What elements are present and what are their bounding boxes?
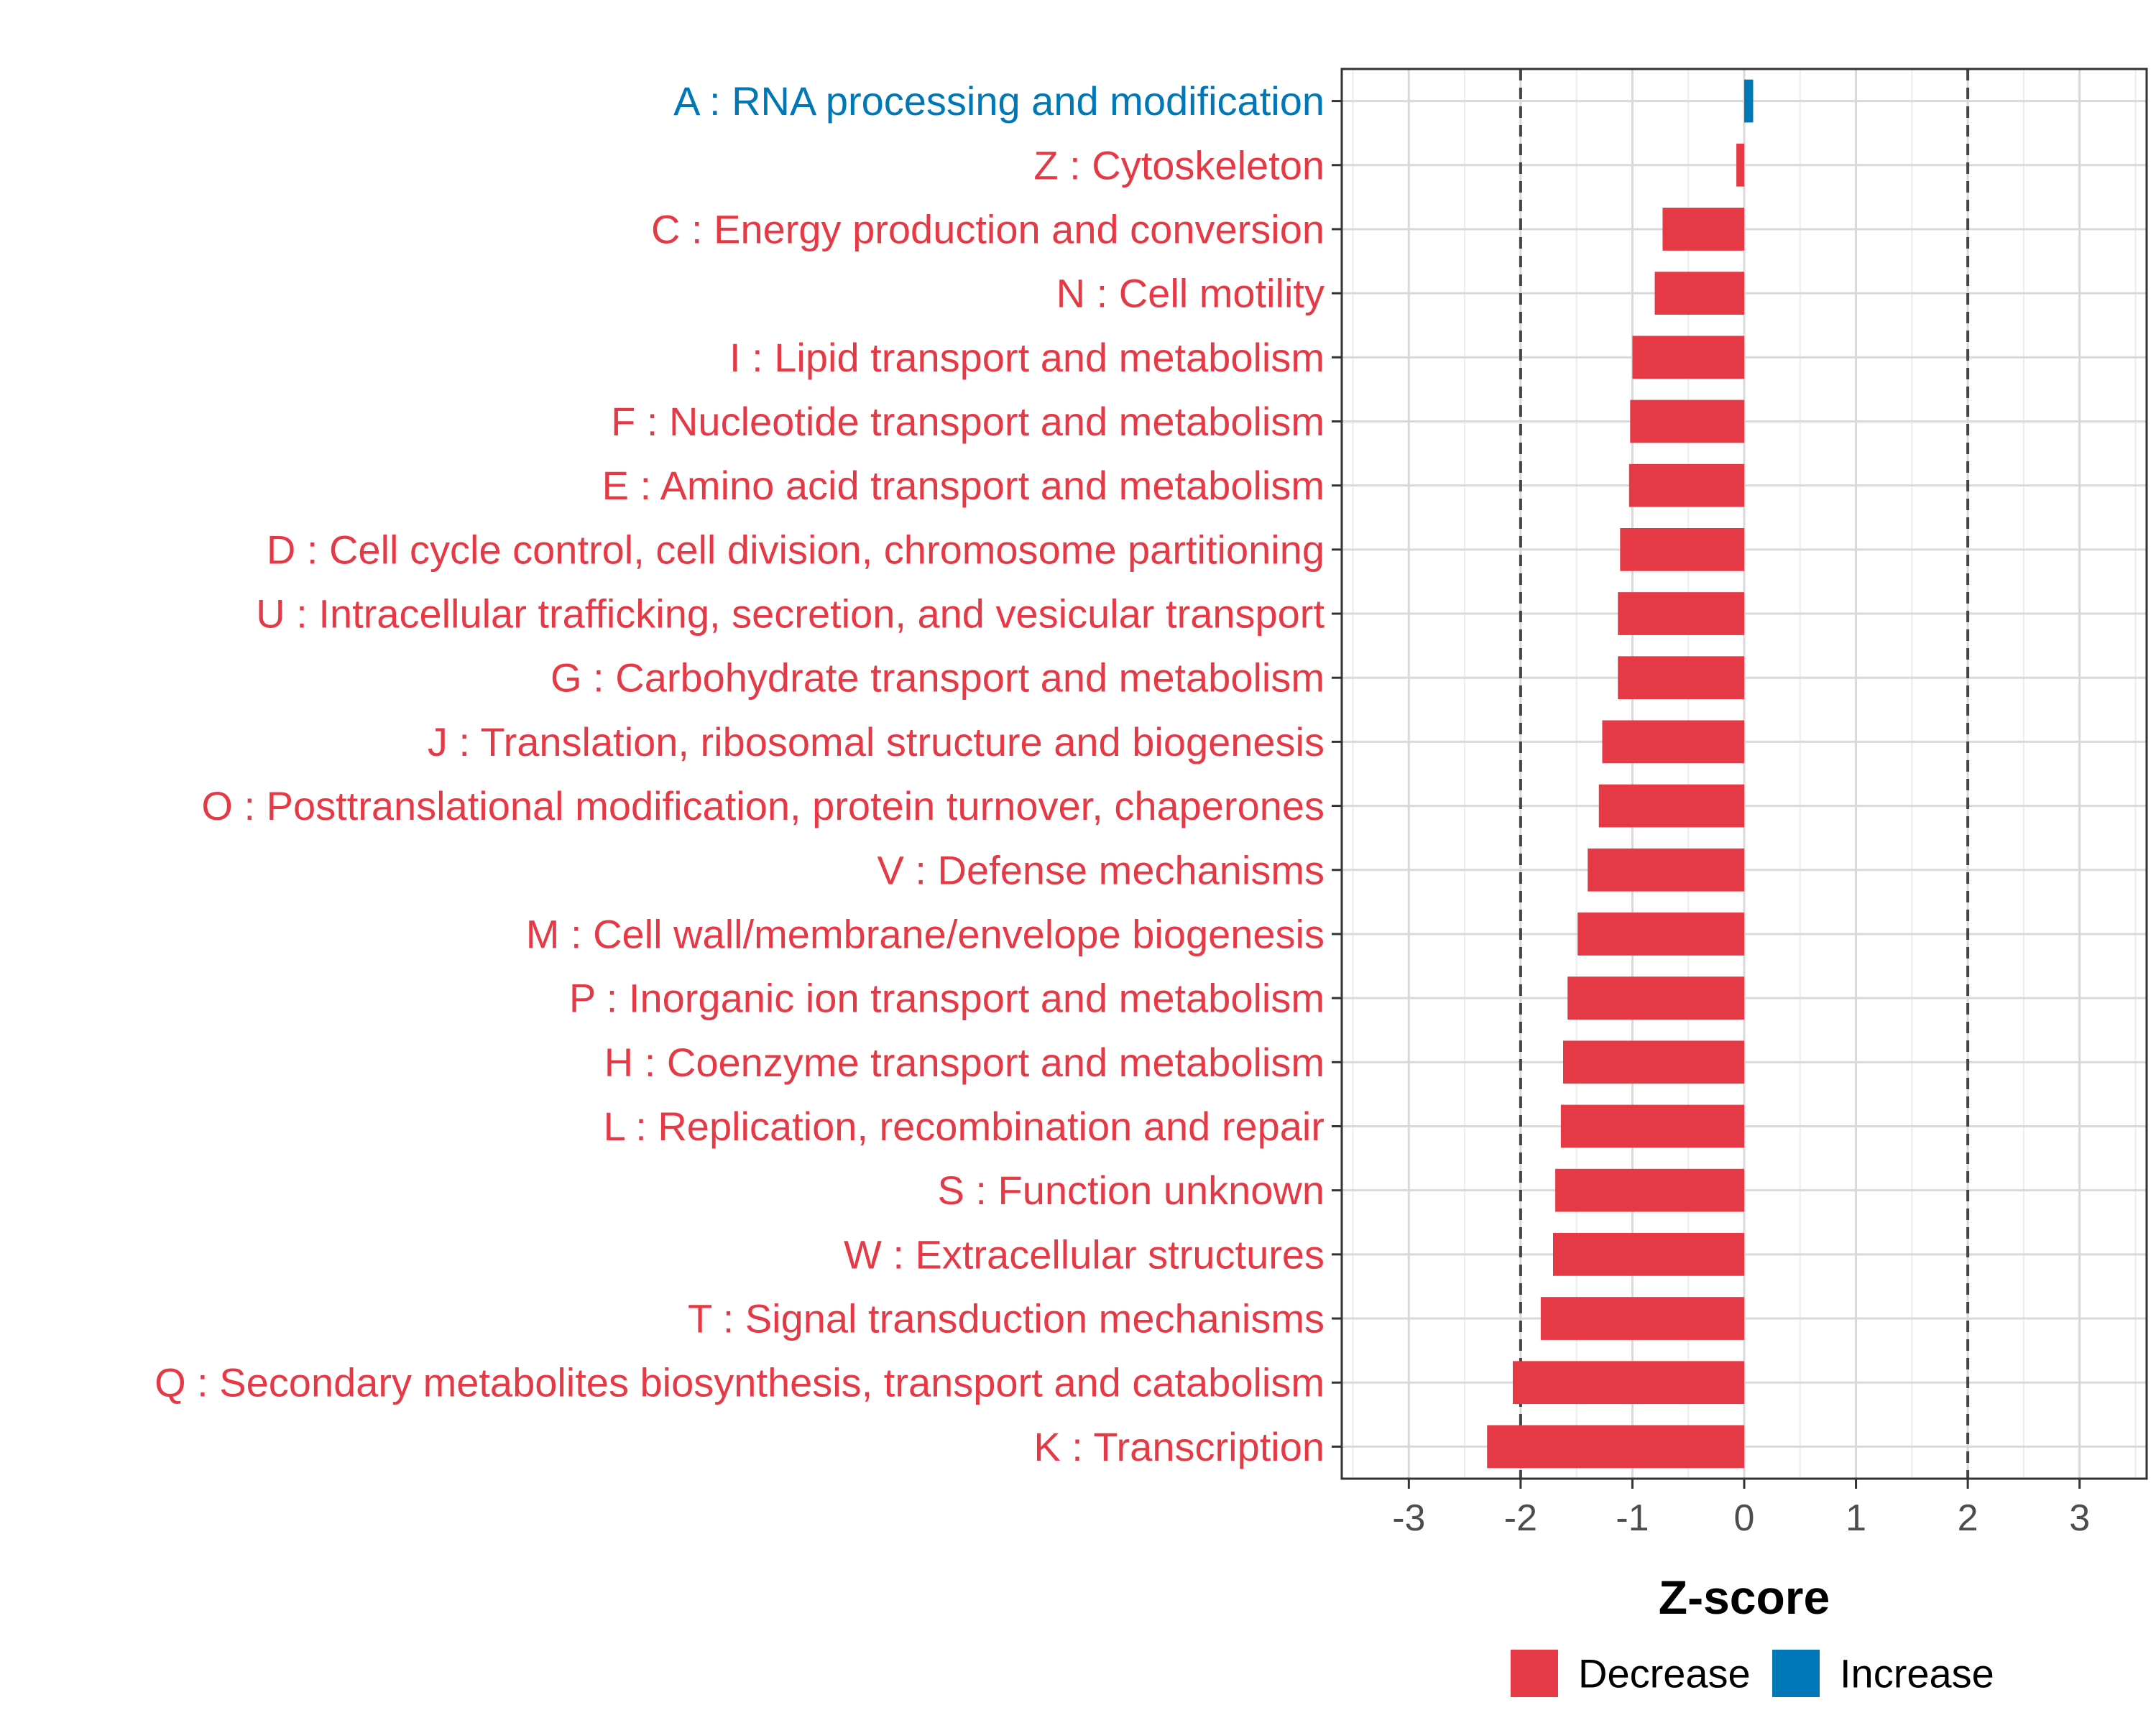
bar: [1744, 79, 1754, 123]
x-tick-label: 1: [1846, 1497, 1866, 1539]
legend-label: Decrease: [1578, 1651, 1751, 1696]
legend-key: [1511, 1650, 1558, 1697]
category-label: M : Cell wall/membrane/envelope biogenes…: [526, 911, 1325, 956]
category-label: S : Function unknown: [937, 1168, 1325, 1213]
bar: [1540, 1297, 1744, 1340]
category-label: G : Carbohydrate transport and metabolis…: [550, 655, 1325, 701]
category-label: L : Replication, recombination and repai…: [604, 1104, 1325, 1149]
bar: [1560, 1104, 1744, 1148]
category-label: F : Nucleotide transport and metabolism: [611, 399, 1325, 444]
category-label: V : Defense mechanisms: [877, 847, 1325, 892]
bar: [1487, 1425, 1744, 1469]
bar: [1632, 336, 1744, 379]
legend-label: Increase: [1840, 1651, 1994, 1696]
bar: [1553, 1232, 1744, 1276]
x-tick-label: -3: [1392, 1497, 1425, 1539]
x-tick-label: -2: [1504, 1497, 1537, 1539]
bar: [1577, 912, 1744, 956]
category-label: K : Transcription: [1033, 1424, 1325, 1469]
category-label: P : Inorganic ion transport and metaboli…: [569, 976, 1325, 1021]
x-axis-title: Z-score: [1659, 1571, 1830, 1624]
category-label: T : Signal transduction mechanisms: [688, 1296, 1325, 1341]
bar: [1513, 1361, 1744, 1405]
bars: [1487, 79, 1754, 1469]
bar: [1662, 208, 1744, 251]
bar: [1598, 784, 1744, 828]
x-tick-label: 0: [1734, 1497, 1755, 1539]
x-tick-label: 2: [1958, 1497, 1978, 1539]
category-label: U : Intracellular trafficking, secretion…: [256, 591, 1325, 637]
bar: [1563, 1040, 1744, 1084]
category-label: D : Cell cycle control, cell division, c…: [267, 527, 1325, 572]
bar: [1588, 848, 1744, 892]
bar: [1620, 527, 1744, 571]
legend-key: [1772, 1650, 1820, 1697]
category-label: O : Posttranslational modification, prot…: [201, 783, 1325, 828]
x-tick-label: 3: [2069, 1497, 2090, 1539]
category-label: N : Cell motility: [1056, 271, 1325, 316]
bar: [1628, 463, 1744, 507]
legend: Decrease Increase: [1511, 1650, 1994, 1697]
category-label: J : Translation, ribosomal structure and…: [428, 719, 1325, 764]
category-label: Q : Secondary metabolites biosynthesis, …: [155, 1360, 1325, 1405]
bar: [1618, 656, 1744, 700]
x-tick-label: -1: [1616, 1497, 1649, 1539]
bar: [1555, 1168, 1744, 1212]
y-axis: A : RNA processing and modification Z : C…: [155, 78, 1342, 1469]
bar: [1654, 272, 1744, 315]
x-axis: -3 -2 -1 0 1 2 3: [1392, 1479, 2090, 1539]
bar: [1618, 592, 1744, 635]
bar: [1736, 143, 1744, 187]
category-label: Z : Cytoskeleton: [1033, 142, 1325, 188]
threshold-lines: [1519, 69, 1970, 1479]
bar: [1567, 976, 1744, 1020]
category-label: W : Extracellular structures: [844, 1232, 1325, 1277]
category-label: C : Energy production and conversion: [651, 206, 1325, 251]
category-label: H : Coenzyme transport and metabolism: [604, 1040, 1325, 1085]
category-label: A : RNA processing and modification: [673, 78, 1325, 124]
category-label: E : Amino acid transport and metabolism: [602, 463, 1325, 508]
bar: [1602, 720, 1744, 764]
category-label: I : Lipid transport and metabolism: [729, 335, 1325, 380]
bar: [1630, 399, 1744, 443]
